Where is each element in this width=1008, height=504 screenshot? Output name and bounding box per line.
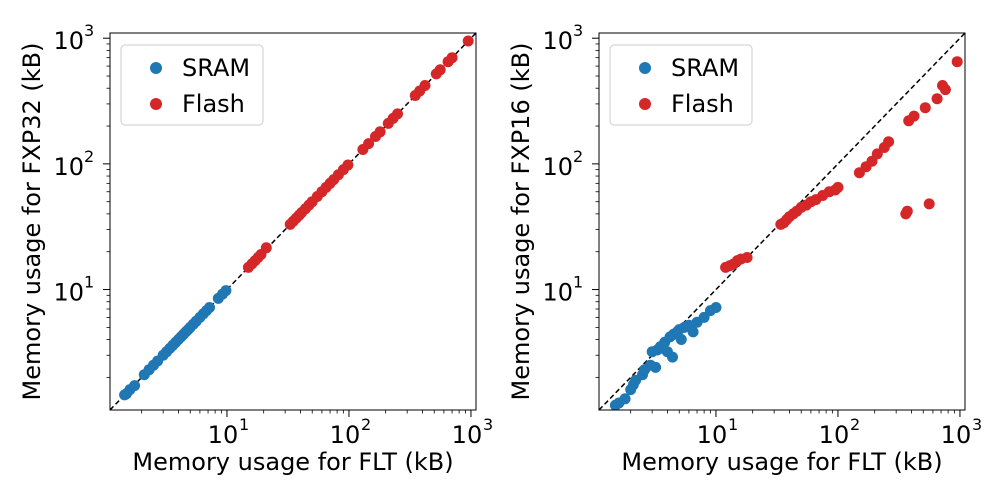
legend-marker-sram <box>150 62 162 74</box>
data-point-sram <box>667 351 678 363</box>
data-point-flash <box>374 126 386 138</box>
y-tick-exponent: 2 <box>573 147 583 166</box>
data-point-flash <box>901 205 913 217</box>
data-point-sram <box>675 334 687 345</box>
data-point-flash <box>908 110 920 122</box>
data-point-flash <box>883 136 895 148</box>
x-tick-exponent: 3 <box>972 415 982 434</box>
series-sram <box>609 302 722 410</box>
data-point-flash <box>741 252 753 263</box>
plot-area <box>599 33 965 410</box>
legend-marker-flash <box>639 98 651 110</box>
axes-frame <box>598 32 966 411</box>
x-tick-label: 10 <box>208 421 239 449</box>
data-point-flash <box>434 64 446 76</box>
series-flash <box>242 35 474 273</box>
legend-label-sram: SRAM <box>182 54 250 82</box>
x-tick-exponent: 3 <box>483 415 493 434</box>
x-tick-exponent: 1 <box>728 415 738 434</box>
data-point-sram <box>204 302 215 313</box>
legend-marker-sram <box>639 62 651 74</box>
legend: SRAM Flash <box>609 44 753 126</box>
data-point-sram <box>687 326 699 338</box>
y-tick-exponent: 1 <box>573 273 583 292</box>
x-axis-label: Memory usage for FLT (kB) <box>621 448 942 476</box>
x-tick-label: 10 <box>697 421 728 449</box>
y-tick-label: 10 <box>53 279 84 307</box>
data-point-flash <box>832 181 844 193</box>
legend: SRAM Flash <box>120 44 264 126</box>
y-tick-label: 10 <box>542 153 573 181</box>
y-tick-exponent: 3 <box>84 21 94 40</box>
axes-frame <box>109 32 477 411</box>
y-axis-label: Memory usage for FXP32 (kB) <box>18 43 46 401</box>
x-tick-label: 10 <box>819 421 850 449</box>
y-tick-label: 10 <box>542 279 573 307</box>
y-tick-exponent: 1 <box>84 273 94 292</box>
data-point-flash <box>951 56 963 68</box>
x-axis-label: Memory usage for FLT (kB) <box>132 448 453 476</box>
data-point-flash <box>919 102 931 114</box>
series-sram <box>119 285 232 401</box>
y-tick-label: 10 <box>542 27 573 55</box>
data-point-sram <box>129 380 141 392</box>
data-point-sram <box>220 285 232 297</box>
y-tick-label: 10 <box>53 27 84 55</box>
y-tick-exponent: 2 <box>84 147 94 166</box>
x-tick-exponent: 1 <box>239 415 249 434</box>
y-tick-exponent: 3 <box>573 21 583 40</box>
x-tick-exponent: 2 <box>850 415 860 434</box>
legend-label-flash: Flash <box>182 90 245 118</box>
data-point-flash <box>342 159 354 171</box>
data-point-flash <box>260 242 272 254</box>
legend-label-sram: SRAM <box>671 54 739 82</box>
data-point-sram <box>710 302 722 313</box>
x-tick-label: 10 <box>941 421 972 449</box>
data-point-flash <box>462 35 474 47</box>
legend-marker-flash <box>150 98 162 110</box>
plot-area <box>110 33 476 410</box>
data-point-flash <box>419 80 431 91</box>
x-tick-label: 10 <box>452 421 483 449</box>
x-tick-exponent: 2 <box>361 415 371 434</box>
data-point-flash <box>923 198 935 210</box>
y-axis-label: Memory usage for FXP16 (kB) <box>507 43 535 401</box>
legend-label-flash: Flash <box>671 90 734 118</box>
data-point-flash <box>392 108 403 120</box>
data-point-sram <box>650 361 662 373</box>
data-point-flash <box>446 52 458 64</box>
x-tick-label: 10 <box>330 421 361 449</box>
y-tick-label: 10 <box>53 153 84 181</box>
data-point-sram <box>619 393 631 405</box>
series-flash <box>720 56 963 273</box>
data-point-flash <box>871 148 883 160</box>
data-point-flash <box>939 84 951 96</box>
data-point-flash <box>363 138 375 150</box>
data-point-flash <box>931 93 943 105</box>
